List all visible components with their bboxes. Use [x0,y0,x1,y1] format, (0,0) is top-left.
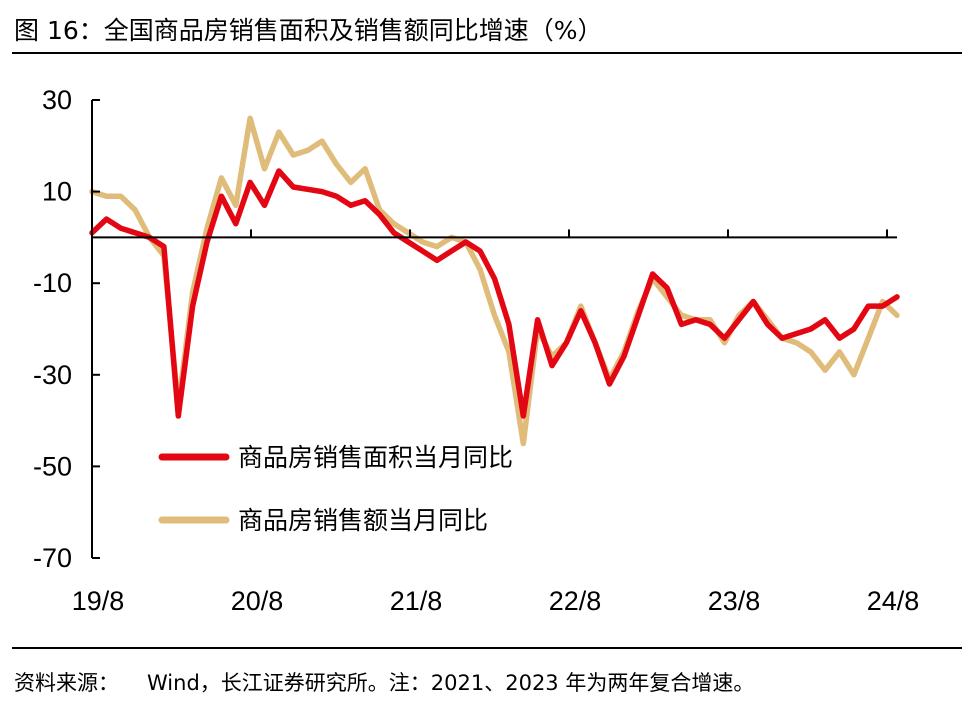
legend-label: 商品房销售面积当月同比 [238,443,513,472]
y-tick-label: -50 [33,451,72,481]
x-tick-label: 21/8 [390,586,443,616]
source-note: 资料来源： Wind，长江证券研究所。注：2021、2023 年为两年复合增速。 [14,668,960,698]
y-tick-label: -70 [33,543,72,573]
source-label: 资料来源： [14,671,119,695]
y-tick-label: 10 [42,177,72,207]
x-tick-label: 19/8 [72,586,125,616]
y-tick-label: 30 [42,85,72,115]
x-tick-label: 20/8 [231,586,284,616]
source-text: Wind，长江证券研究所。注：2021、2023 年为两年复合增速。 [147,671,755,695]
y-tick-label: -10 [33,268,72,298]
y-tick-label: -30 [33,360,72,390]
x-tick-label: 24/8 [867,586,920,616]
x-tick-label: 22/8 [549,586,602,616]
series-line-area [89,168,900,419]
title-rule [12,52,962,54]
x-tick-label: 23/8 [708,586,761,616]
source-rule [12,647,962,649]
legend-label: 商品房销售额当月同比 [238,506,488,535]
chart-title: 图 16：全国商品房销售面积及销售额同比增速（%） [14,16,603,45]
